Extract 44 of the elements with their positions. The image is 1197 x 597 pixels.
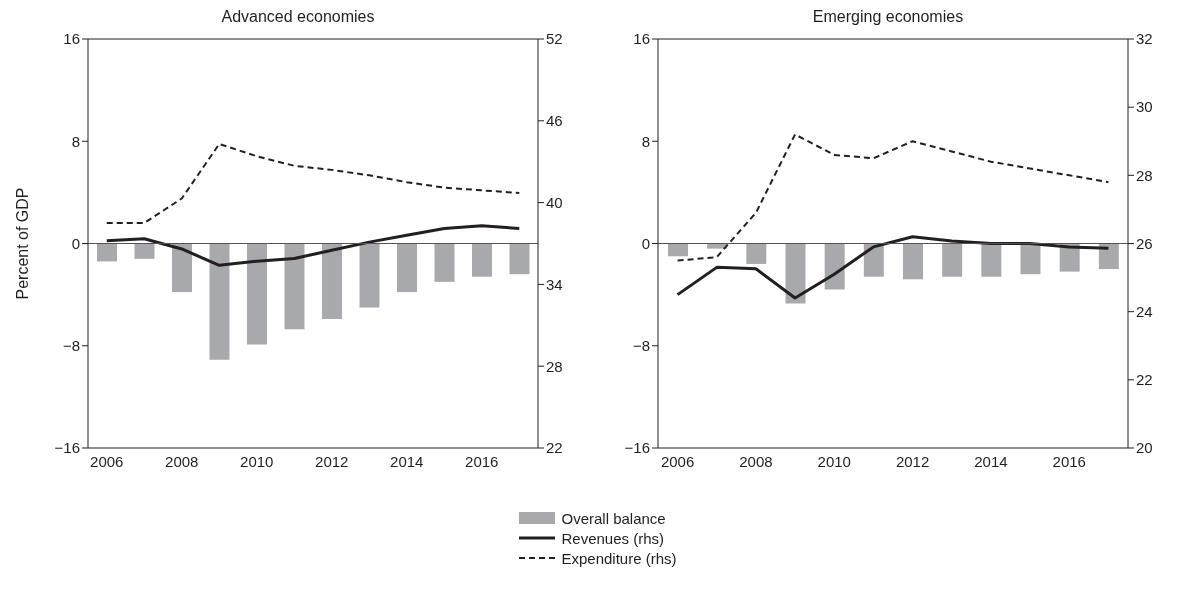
x-tick-label: 2006	[90, 452, 124, 470]
y-tick-label: 8	[641, 132, 650, 150]
y-tick-label: 16	[633, 30, 650, 48]
y2-tick-label: 28	[1136, 166, 1153, 184]
y2-tick-label: 22	[546, 439, 563, 457]
y2-tick-label: 40	[546, 193, 563, 211]
line-series	[105, 142, 521, 225]
y2-tick-label: 26	[1136, 234, 1153, 252]
y-tick-label: 16	[63, 30, 80, 48]
x-tick-label: 2016	[1052, 452, 1086, 470]
chart-title: Emerging economies	[811, 8, 965, 27]
y-tick-label: 0	[641, 234, 650, 252]
y-tick-label: −8	[62, 337, 80, 355]
y-tick-label: 0	[71, 234, 80, 252]
x-tick-label: 2016	[465, 452, 499, 470]
x-tick-label: 2014	[390, 452, 424, 470]
y2-tick-label: 32	[1136, 30, 1153, 48]
legend-label: Overall balance	[561, 509, 666, 527]
y-tick-label: 8	[71, 132, 80, 150]
y2-tick-label: 52	[546, 30, 563, 48]
y2-tick-label: 20	[1136, 439, 1153, 457]
x-tick-label: 2008	[165, 452, 199, 470]
x-tick-label: 2008	[739, 452, 773, 470]
y2-tick-label: 24	[1136, 302, 1153, 320]
chart-title: Advanced economies	[220, 8, 376, 27]
y2-tick-label: 22	[1136, 371, 1153, 389]
y-tick-label: −8	[632, 337, 650, 355]
y2-tick-label: 28	[546, 357, 563, 375]
x-tick-label: 2006	[660, 452, 695, 470]
x-tick-label: 2012	[895, 452, 930, 470]
y-tick-label: −16	[624, 439, 650, 457]
y2-tick-label: 30	[1136, 98, 1153, 116]
y-axis-title: Percent of GDP	[13, 187, 31, 300]
x-tick-label: 2014	[974, 452, 1008, 470]
x-tick-label: 2010	[240, 452, 274, 470]
legend-label: Expenditure (rhs)	[561, 549, 677, 567]
line-series	[105, 224, 521, 267]
line-series	[676, 133, 1110, 262]
x-tick-label: 2010	[817, 452, 851, 470]
y2-tick-label: 34	[546, 275, 563, 293]
x-tick-label: 2012	[315, 452, 349, 470]
y-tick-label: −16	[54, 439, 80, 457]
y2-tick-label: 46	[546, 112, 563, 130]
legend-label: Revenues (rhs)	[561, 529, 665, 547]
